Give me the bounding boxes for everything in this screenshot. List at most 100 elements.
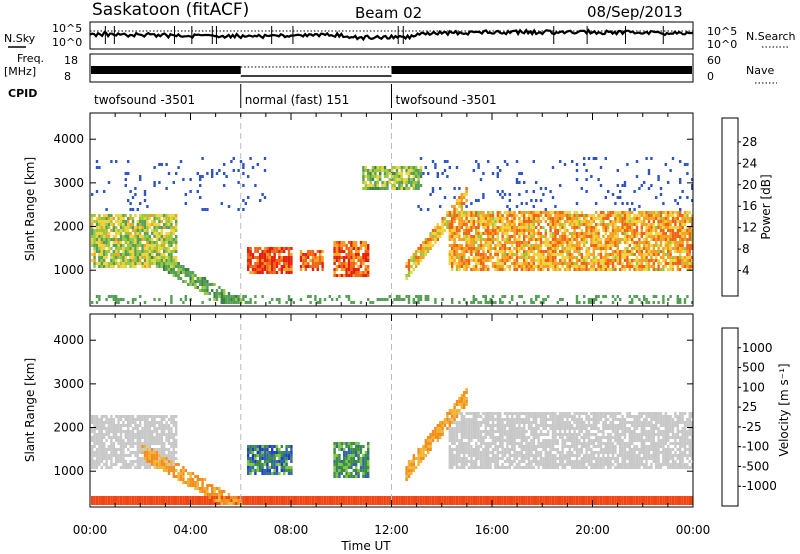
power-cell [679,262,682,265]
power-cell [232,295,235,298]
power-cell [391,184,394,187]
power-cell [393,187,396,190]
velocity-cell [347,463,351,466]
velocity-cell [333,469,336,472]
velocity-cell [124,460,127,463]
power-cell [679,211,682,214]
power-cell [362,259,365,262]
power-cell [635,262,639,265]
power-cell [364,271,367,274]
velocity-cell [307,496,310,499]
power-cell [465,190,468,193]
velocity-cell [357,475,360,478]
power-cell [170,232,173,235]
power-cell [587,256,591,259]
power-cell [623,256,627,259]
velocity-cell [323,496,327,499]
power-cell [299,298,303,301]
velocity-cell [136,454,139,457]
velocity-cell [280,451,283,454]
velocity-cell [251,457,255,460]
power-cell [412,184,415,187]
velocity-cell [143,418,147,421]
power-cell [544,262,547,265]
velocity-cell [151,496,154,499]
power-cell [103,250,106,253]
velocity-cell [374,502,377,505]
velocity-cell [165,460,168,463]
power-cell [405,265,408,268]
power-cell [98,256,101,259]
power-cell [122,226,125,229]
power-cell [345,262,348,265]
power-cell [158,223,161,226]
velocity-cell [139,496,142,499]
power-cell [223,298,226,301]
velocity-cell [343,460,346,463]
power-cell [158,163,161,166]
power-cell [290,253,293,256]
power-cell [532,268,535,271]
power-cell [98,241,101,244]
power-cell [561,241,564,244]
power-cell [575,238,579,241]
velocity-cell [167,454,171,457]
power-cell [547,253,550,256]
power-cell [652,229,655,232]
velocity-cell [148,460,151,463]
power-cell [559,211,562,214]
power-cell [652,235,655,238]
power-cell [455,199,459,202]
velocity-cell [163,442,166,445]
power-cell [95,235,99,238]
velocity-cell [98,424,101,427]
power-cell [513,262,516,265]
power-cell [364,244,367,247]
power-cell [163,268,166,271]
velocity-cell [261,502,264,505]
velocity-cell [175,457,178,460]
power-cell [503,232,507,235]
power-cell [635,175,639,178]
velocity-cell [273,499,276,502]
velocity-cell [419,448,423,451]
power-cell [537,295,540,298]
velocity-cell [117,439,120,442]
power-cell [95,217,99,220]
power-cell [686,163,689,166]
power-cell [448,262,451,265]
power-cell [103,262,106,265]
velocity-cell [359,460,363,463]
power-cell [95,238,99,241]
power-cell [393,175,396,178]
power-cell [316,265,319,268]
power-cell [511,217,514,220]
power-cell [511,220,514,223]
power-cell [472,211,475,214]
power-cell [501,229,504,232]
power-cell [611,214,615,217]
power-cell [299,253,303,256]
power-cell [679,160,682,163]
power-cell [607,253,610,256]
power-cell [523,229,526,232]
velocity-cell [283,496,286,499]
power-cell [91,214,94,217]
power-cell [523,253,526,256]
velocity-cell [107,466,111,469]
power-cell [98,214,101,217]
power-cell [580,214,583,217]
power-cell [371,166,375,169]
power-cell [343,274,346,277]
velocity-cell [158,439,161,442]
power-cell [621,256,624,259]
velocity-cell [122,460,125,463]
velocity-cell [107,454,111,457]
velocity-cell [170,499,173,502]
velocity-cell [196,499,199,502]
power-cell [520,265,523,268]
power-cell [443,223,447,226]
velocity-cell [119,454,123,457]
power-cell [268,265,271,268]
power-cell [155,241,159,244]
